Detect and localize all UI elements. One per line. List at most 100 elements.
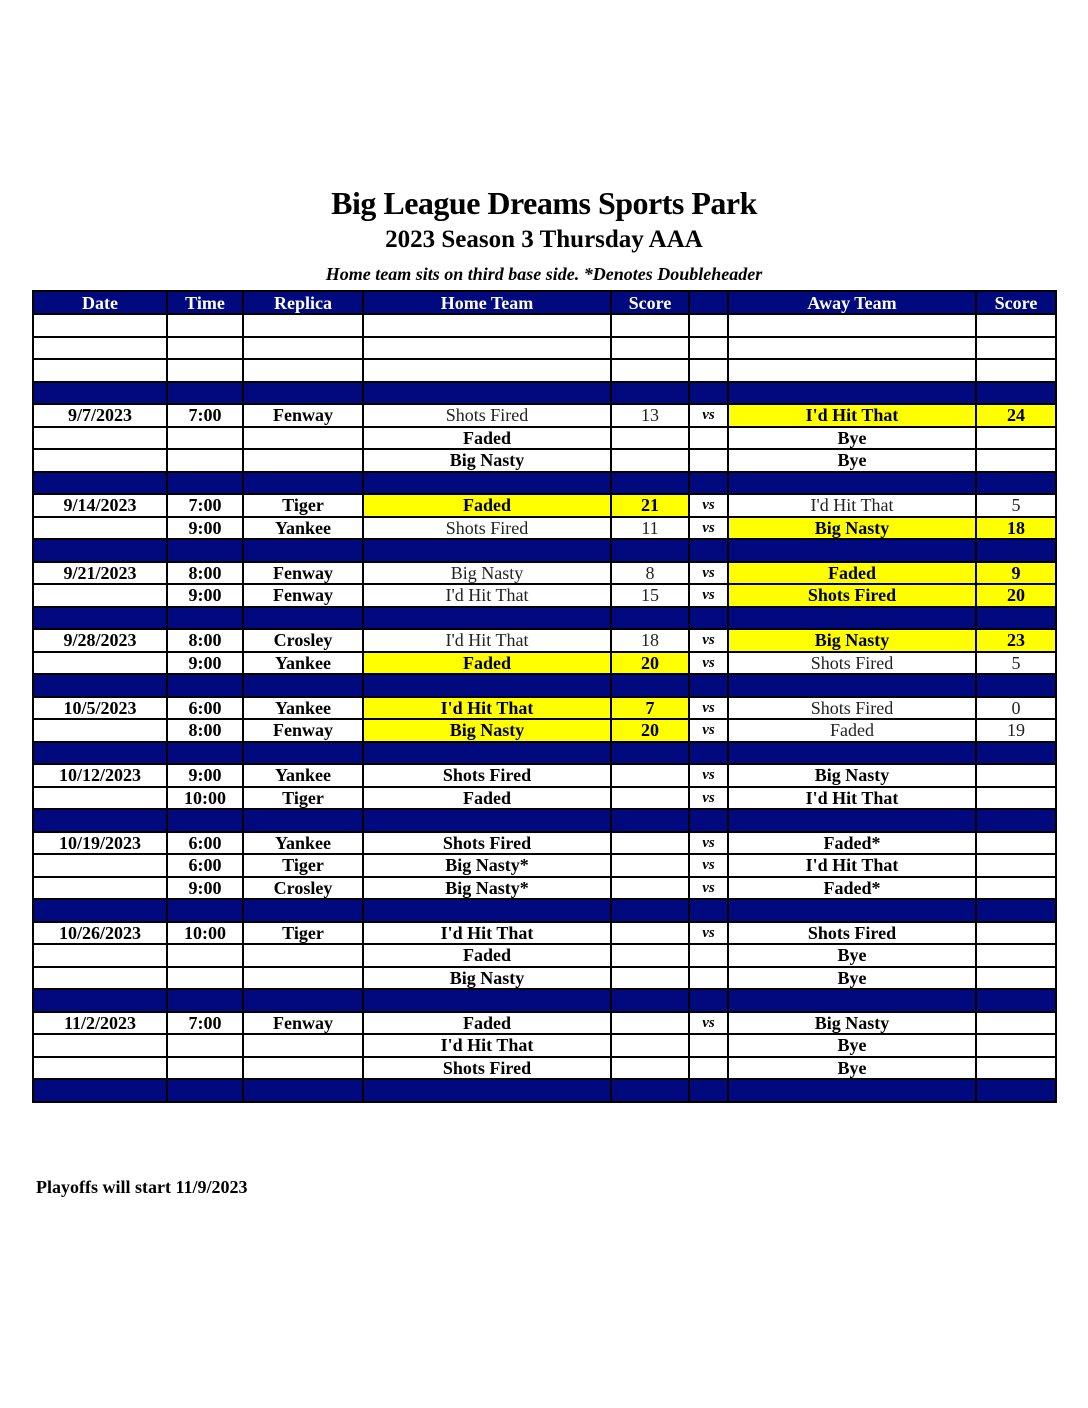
game-row: 8:00 Fenway Big Nasty 20 vs Faded 19 — [32, 718, 1057, 743]
vs-cell — [688, 740, 729, 765]
home-team-cell: I'd Hit That — [362, 695, 612, 720]
replica-cell — [242, 1055, 364, 1080]
date-cell — [32, 853, 168, 878]
home-score-cell — [610, 898, 690, 923]
home-team-cell — [362, 380, 612, 405]
home-score-cell — [610, 853, 690, 878]
away-team-cell: Bye — [727, 425, 977, 450]
time-cell — [166, 1078, 244, 1103]
away-score-cell: 5 — [975, 493, 1057, 518]
schedule-note: Home team sits on third base side. *Deno… — [325, 264, 763, 284]
away-score-cell — [975, 808, 1057, 833]
home-team-cell — [362, 673, 612, 698]
time-cell: 6:00 — [166, 853, 244, 878]
separator-row — [32, 1078, 1057, 1103]
replica-cell: Tiger — [242, 493, 364, 518]
date-cell — [32, 1078, 168, 1103]
game-row: 9/7/2023 7:00 Fenway Shots Fired 13 vs I'd Hit… — [32, 403, 1057, 428]
date-cell — [32, 898, 168, 923]
away-team-cell — [727, 313, 977, 338]
away-score-cell — [975, 785, 1057, 810]
away-team-cell: Bye — [727, 1055, 977, 1080]
away-team-cell — [727, 898, 977, 923]
vs-cell — [688, 358, 729, 383]
time-cell — [166, 898, 244, 923]
away-team-cell: I'd Hit That — [727, 785, 977, 810]
away-score-cell: 23 — [975, 628, 1057, 653]
away-team-cell — [727, 470, 977, 495]
home-team-cell: I'd Hit That — [362, 583, 612, 608]
game-row: 11/2/2023 7:00 Fenway Faded vs Big Nasty — [32, 1010, 1057, 1035]
replica-cell — [242, 358, 364, 383]
time-cell: 10:00 — [166, 785, 244, 810]
away-score-cell — [975, 448, 1057, 473]
vs-cell — [688, 673, 729, 698]
vs-cell — [688, 1078, 729, 1103]
away-team-cell — [727, 1078, 977, 1103]
home-team-cell: Faded — [362, 943, 612, 968]
away-score-cell — [975, 1055, 1057, 1080]
separator-row — [32, 673, 1057, 698]
date-cell — [32, 785, 168, 810]
home-score-cell: 13 — [610, 403, 690, 428]
replica-cell: Yankee — [242, 830, 364, 855]
home-team-cell: Big Nasty — [362, 448, 612, 473]
col-time: Time — [166, 290, 244, 315]
home-team-cell: Big Nasty — [362, 718, 612, 743]
home-team-cell — [362, 605, 612, 630]
home-team-cell — [362, 358, 612, 383]
col-home-score: Score — [610, 290, 690, 315]
game-row: 9/14/2023 7:00 Tiger Faded 21 vs I'd Hit That 5 — [32, 493, 1057, 518]
home-team-cell: Faded — [362, 425, 612, 450]
date-cell — [32, 448, 168, 473]
game-row: Faded Bye — [32, 943, 1057, 968]
playoffs-note: Playoffs will start 11/9/2023 — [36, 1177, 248, 1197]
date-cell: 9/14/2023 — [32, 493, 168, 518]
vs-cell: vs — [688, 560, 729, 585]
away-score-cell — [975, 943, 1057, 968]
date-cell — [32, 605, 168, 630]
game-row: 10:00 Tiger Faded vs I'd Hit That — [32, 785, 1057, 810]
replica-cell: Tiger — [242, 853, 364, 878]
game-row: 9:00 Yankee Shots Fired 11 vs Big Nasty 18 — [32, 515, 1057, 540]
away-team-cell — [727, 673, 977, 698]
time-cell: 6:00 — [166, 695, 244, 720]
time-cell: 7:00 — [166, 403, 244, 428]
game-row: 6:00 Tiger Big Nasty* vs I'd Hit That — [32, 853, 1057, 878]
home-score-cell — [610, 1010, 690, 1035]
separator-row — [32, 988, 1057, 1013]
home-score-cell — [610, 763, 690, 788]
replica-cell: Yankee — [242, 650, 364, 675]
home-team-cell — [362, 898, 612, 923]
away-team-cell: Shots Fired — [727, 920, 977, 945]
replica-cell: Fenway — [242, 560, 364, 585]
replica-cell: Crosley — [242, 628, 364, 653]
away-score-cell: 5 — [975, 650, 1057, 675]
home-team-cell: Shots Fired — [362, 403, 612, 428]
away-score-cell — [975, 988, 1057, 1013]
home-team-cell — [362, 808, 612, 833]
replica-cell — [242, 380, 364, 405]
date-cell — [32, 538, 168, 563]
date-cell — [32, 965, 168, 990]
vs-cell: vs — [688, 830, 729, 855]
time-cell: 9:00 — [166, 650, 244, 675]
date-cell: 11/2/2023 — [32, 1010, 168, 1035]
date-cell: 9/7/2023 — [32, 403, 168, 428]
home-team-cell — [362, 335, 612, 360]
away-team-cell: I'd Hit That — [727, 403, 977, 428]
date-cell — [32, 1033, 168, 1058]
away-score-cell — [975, 875, 1057, 900]
home-team-cell: Shots Fired — [362, 1055, 612, 1080]
home-score-cell: 20 — [610, 650, 690, 675]
date-cell — [32, 358, 168, 383]
game-row: 9:00 Fenway I'd Hit That 15 vs Shots Fired 20 — [32, 583, 1057, 608]
away-score-cell: 18 — [975, 515, 1057, 540]
away-score-cell — [975, 470, 1057, 495]
time-cell — [166, 448, 244, 473]
vs-cell: vs — [688, 628, 729, 653]
away-team-cell: Faded — [727, 718, 977, 743]
home-team-cell: I'd Hit That — [362, 628, 612, 653]
time-cell — [166, 988, 244, 1013]
date-cell — [32, 673, 168, 698]
